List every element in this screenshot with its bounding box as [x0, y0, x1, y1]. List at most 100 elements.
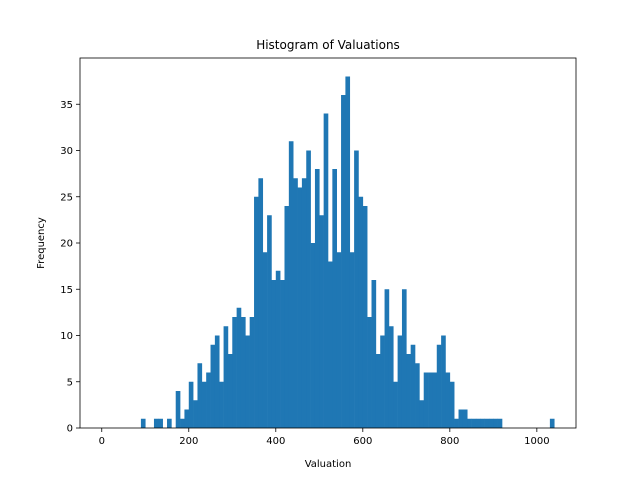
y-tick-label: 10: [60, 331, 73, 342]
histogram-bar: [236, 307, 242, 428]
histogram-bar: [275, 270, 281, 428]
histogram-bar: [380, 335, 385, 428]
histogram-bar: [184, 409, 190, 428]
histogram-bar: [458, 409, 464, 428]
histogram-bar: [497, 418, 503, 428]
histogram-bar: [341, 95, 346, 428]
histogram-bar: [367, 317, 372, 428]
histogram-bar: [332, 169, 337, 428]
histogram-bar: [210, 344, 216, 428]
histogram-bar: [254, 196, 259, 428]
x-tick-label: 400: [266, 436, 285, 447]
histogram-bar: [345, 76, 351, 428]
histogram-bars: [140, 76, 555, 428]
histogram-bar: [227, 354, 233, 428]
histogram-bar: [323, 113, 329, 428]
histogram-bar: [393, 381, 398, 428]
x-tick-label: 800: [440, 436, 459, 447]
histogram-bar: [415, 363, 420, 428]
histogram-bar: [180, 418, 185, 428]
histogram-bar: [201, 381, 207, 428]
histogram-bar: [301, 178, 307, 428]
histogram-bar: [445, 372, 451, 428]
histogram-bar: [319, 215, 324, 428]
histogram-bar: [245, 335, 250, 428]
y-tick-label: 35: [60, 100, 73, 111]
y-tick-label: 30: [60, 146, 73, 157]
histogram-bar: [214, 335, 220, 428]
histogram-bar: [223, 326, 229, 428]
x-tick-label: 0: [99, 436, 105, 447]
histogram-bar: [193, 400, 198, 428]
histogram-bar: [388, 326, 394, 428]
histogram-bar: [462, 409, 468, 428]
histogram-bar: [153, 418, 159, 428]
y-tick-label: 25: [60, 192, 73, 203]
histogram-bar: [188, 381, 194, 428]
histogram-bar: [423, 372, 429, 428]
histogram-bar: [488, 418, 494, 428]
histogram-bar: [406, 354, 411, 428]
y-axis-ticks: 0 5 10 15 20 25 30 35: [60, 100, 80, 435]
x-axis-ticks: 0 200 400 600 800 1000: [99, 428, 550, 447]
histogram-bar: [371, 280, 377, 428]
histogram-bar: [206, 372, 211, 428]
histogram-bar: [471, 418, 477, 428]
histogram-bar: [197, 363, 203, 428]
histogram-bar: [328, 261, 333, 428]
histogram-bar: [219, 381, 224, 428]
y-tick-label: 0: [67, 424, 73, 435]
histogram-bar: [175, 391, 181, 428]
histogram-bar: [397, 335, 403, 428]
x-tick-label: 200: [179, 436, 198, 447]
histogram-bar: [158, 418, 163, 428]
histogram-bar: [271, 280, 277, 428]
histogram-bar: [297, 187, 303, 428]
histogram-bar: [240, 317, 246, 428]
histogram-bar: [293, 178, 298, 428]
histogram-bar: [480, 418, 485, 428]
histogram-bar: [410, 344, 416, 428]
histogram-bar: [432, 372, 438, 428]
histogram-bar: [336, 252, 342, 428]
x-tick-label: 1000: [524, 436, 549, 447]
histogram-bar: [280, 280, 285, 428]
histogram-bar: [284, 206, 290, 428]
histogram-bar: [258, 178, 264, 428]
histogram-bar: [167, 418, 172, 428]
histogram-bar: [441, 335, 446, 428]
histogram-bar: [262, 252, 268, 428]
histogram-bar: [140, 418, 146, 428]
y-axis-label: Frequency: [36, 217, 47, 269]
histogram-bar: [249, 317, 255, 428]
histogram-bar: [306, 150, 311, 428]
histogram-bar: [314, 169, 320, 428]
histogram-bar: [436, 344, 442, 428]
histogram-bar: [232, 317, 237, 428]
histogram-bar: [419, 400, 425, 428]
histogram-bar: [467, 418, 472, 428]
chart-title: Histogram of Valuations: [256, 38, 400, 52]
y-tick-label: 20: [60, 239, 73, 250]
histogram-bar: [310, 243, 316, 428]
histogram-bar: [349, 252, 355, 428]
histogram-bar: [384, 289, 390, 428]
histogram-bar: [493, 418, 498, 428]
histogram-bar: [267, 215, 272, 428]
histogram-bar: [375, 354, 381, 428]
histogram-bar: [454, 418, 459, 428]
histogram-bar: [449, 381, 455, 428]
histogram-bar: [354, 150, 359, 428]
x-tick-label: 600: [353, 436, 372, 447]
histogram-bar: [428, 372, 433, 428]
histogram-bar: [475, 418, 481, 428]
histogram-bar: [401, 289, 407, 428]
histogram-bar: [288, 141, 294, 428]
histogram-bar: [358, 196, 364, 428]
y-tick-label: 15: [60, 285, 73, 296]
y-tick-label: 5: [67, 377, 73, 388]
x-axis-label: Valuation: [305, 459, 352, 470]
histogram-bar: [362, 206, 368, 428]
histogram-bar: [484, 418, 490, 428]
